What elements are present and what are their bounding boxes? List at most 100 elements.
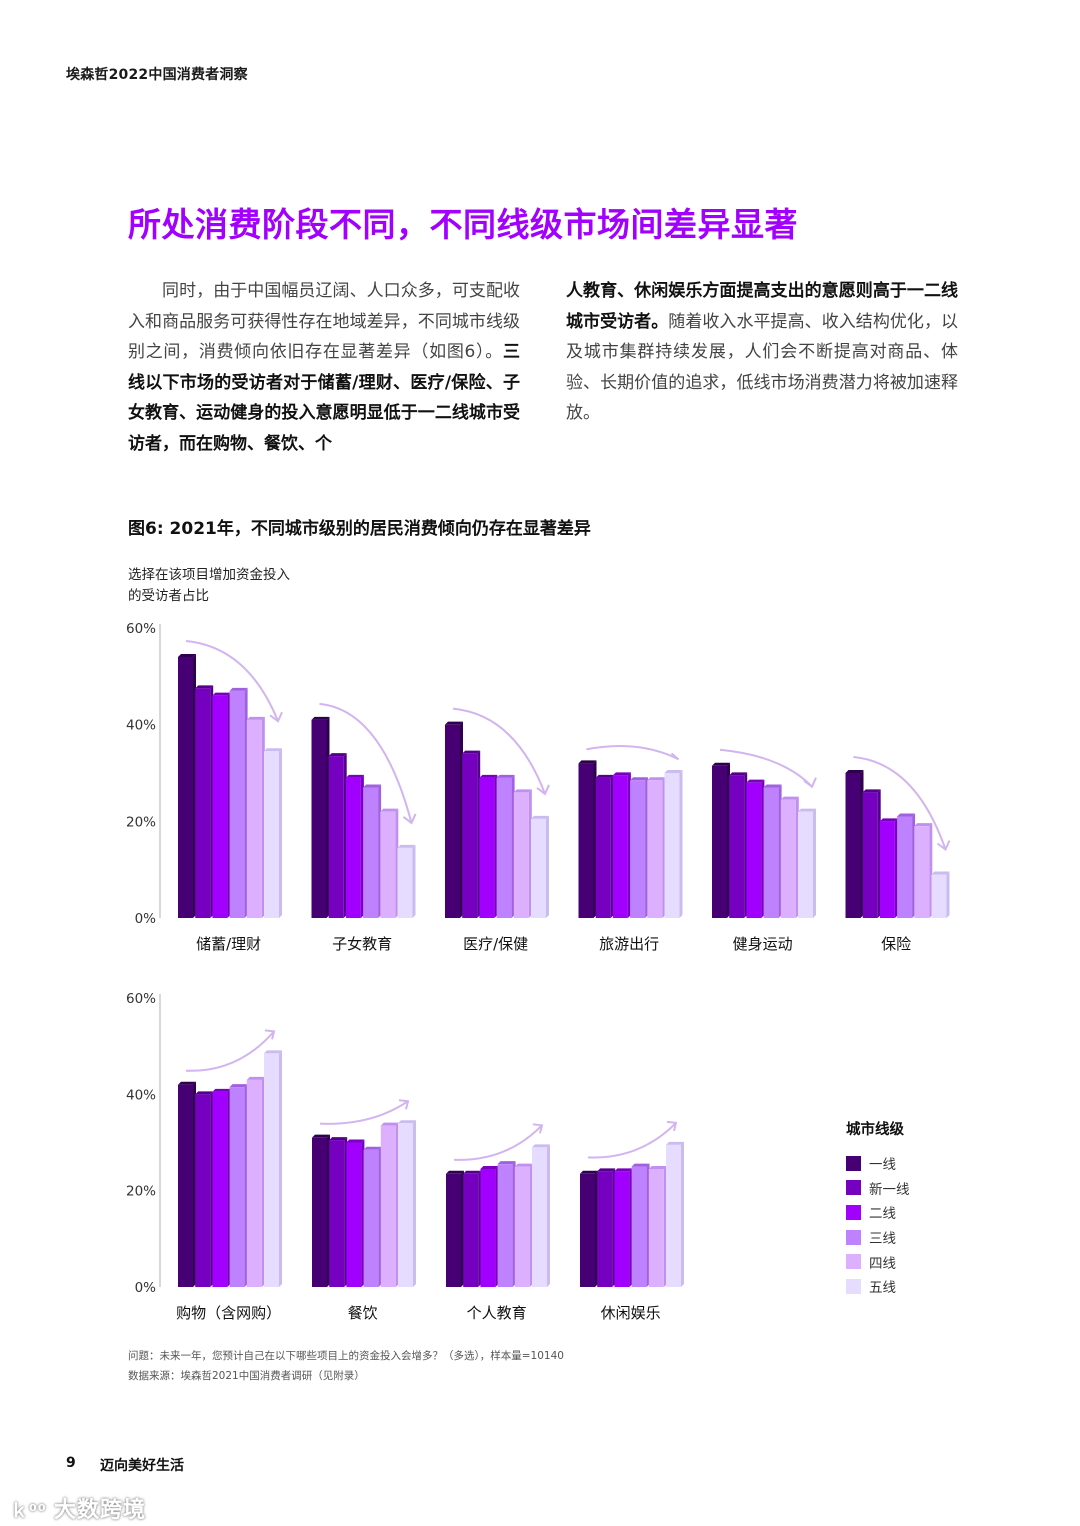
- arrowhead-icon: [803, 777, 817, 789]
- bar: [229, 690, 245, 918]
- legend-item: 二线: [846, 1200, 910, 1225]
- body-emphasis: 三线以下市场的受访者对于储蓄/理财、医疗/保险、子女教育、运动健身的投入意愿明显…: [128, 342, 520, 454]
- bar-group: 子女教育: [311, 702, 417, 953]
- x-category-label: 个人教育: [467, 1304, 527, 1322]
- legend-swatch: [846, 1278, 861, 1294]
- bar: [763, 787, 779, 918]
- bar-top: [614, 1168, 633, 1172]
- arrowhead-icon: [670, 752, 680, 761]
- bar: [363, 787, 379, 918]
- arrowhead-icon: [402, 813, 417, 825]
- bar-side: [412, 844, 416, 918]
- bar-top: [345, 774, 364, 778]
- page-number: 9: [66, 1455, 76, 1471]
- arrowhead-icon: [398, 1099, 410, 1110]
- bar-top: [763, 784, 782, 788]
- bar: [212, 1091, 228, 1287]
- bar-top: [380, 808, 399, 812]
- bar: [630, 780, 646, 918]
- bar-group: 购物（含网购）: [176, 1029, 282, 1322]
- x-category-label: 休闲娱乐: [601, 1304, 661, 1322]
- body-paragraph: 随着收入水平提高、收入结构优化，以及城市集群持续发展，人们会不断提高对商品、体验…: [566, 311, 959, 424]
- bar-top: [666, 1141, 684, 1145]
- legend-swatch: [846, 1204, 861, 1220]
- trend-arrow-icon: [587, 1122, 677, 1159]
- bar-top: [580, 1170, 598, 1174]
- bar-top: [497, 1161, 516, 1165]
- bar: [329, 1140, 345, 1287]
- bar: [666, 1144, 681, 1287]
- bar-top: [229, 687, 248, 691]
- y-tick-label: 40%: [126, 1087, 156, 1103]
- bar: [497, 1164, 513, 1287]
- bar: [798, 811, 813, 918]
- bar-side: [946, 871, 950, 918]
- bar-top: [212, 1088, 231, 1092]
- bar: [648, 1168, 664, 1287]
- bar: [246, 1079, 262, 1287]
- y-axis-label: 选择在该项目增加资金投入 的受访者占比: [128, 565, 290, 607]
- trend-arrow-icon: [853, 756, 947, 850]
- arrowhead-icon: [532, 1123, 544, 1134]
- legend-item: 一线: [846, 1151, 910, 1176]
- y-tick-label: 0%: [135, 1280, 157, 1296]
- bar-top: [328, 753, 347, 757]
- footer-title: 迈向美好生活: [100, 1458, 184, 1474]
- bar-top: [862, 789, 881, 793]
- arrowhead-icon: [666, 1120, 678, 1132]
- bar: [597, 1171, 613, 1287]
- bar: [862, 792, 878, 918]
- bar-top: [178, 1081, 196, 1085]
- legend-item: 五线: [846, 1274, 910, 1299]
- legend-label: 一线: [869, 1157, 896, 1174]
- x-category-label: 餐饮: [348, 1304, 378, 1322]
- bar-top: [264, 1050, 282, 1054]
- arrowhead-icon: [936, 840, 951, 852]
- trend-arrow-icon: [185, 640, 279, 722]
- legend-item: 四线: [846, 1249, 910, 1274]
- bar: [479, 777, 495, 918]
- bar-top: [532, 1144, 550, 1148]
- bar-top: [897, 813, 916, 817]
- bar-top: [480, 1165, 499, 1169]
- bar-top: [729, 772, 748, 776]
- bar-top: [363, 784, 382, 788]
- bar-top: [463, 1170, 482, 1174]
- bar: [480, 1168, 496, 1287]
- bar-top: [931, 871, 950, 875]
- y-tick-label: 20%: [126, 1184, 156, 1200]
- bar-top: [595, 774, 614, 778]
- bar-top: [329, 1137, 348, 1141]
- bar-top: [229, 1084, 248, 1088]
- trend-arrow-icon: [185, 1030, 275, 1072]
- bar: [496, 777, 512, 918]
- bar-side: [679, 770, 683, 918]
- bar-top: [246, 1076, 265, 1080]
- bar: [380, 1125, 396, 1287]
- y-tick-label: 60%: [126, 991, 156, 1007]
- bar-top: [479, 774, 498, 778]
- bar-top: [264, 748, 282, 752]
- bar-top: [712, 762, 730, 766]
- bar-top: [664, 770, 683, 773]
- bar-top: [612, 772, 631, 776]
- bar: [612, 775, 628, 918]
- bar-top: [212, 692, 231, 696]
- trend-arrow-icon: [452, 707, 546, 795]
- bar: [914, 826, 930, 918]
- y-tick-label: 0%: [135, 911, 157, 927]
- bar: [311, 719, 327, 918]
- bar-top: [513, 789, 532, 793]
- bar: [578, 763, 594, 918]
- bar-top: [363, 1146, 382, 1150]
- bar: [463, 1173, 479, 1287]
- bar-side: [279, 748, 282, 918]
- bar: [346, 1142, 362, 1287]
- trend-arrow-icon: [319, 1100, 409, 1125]
- legend-label: 新一线: [869, 1181, 910, 1198]
- bar-chart-top: 0% 20% 40% 60% 储蓄/理财 子女教育 医疗/保健 旅游出行 健身运动 保险: [110, 615, 970, 965]
- bar: [513, 792, 529, 918]
- bar: [614, 1171, 630, 1287]
- bar-top: [578, 760, 597, 764]
- bar-top: [648, 1165, 667, 1169]
